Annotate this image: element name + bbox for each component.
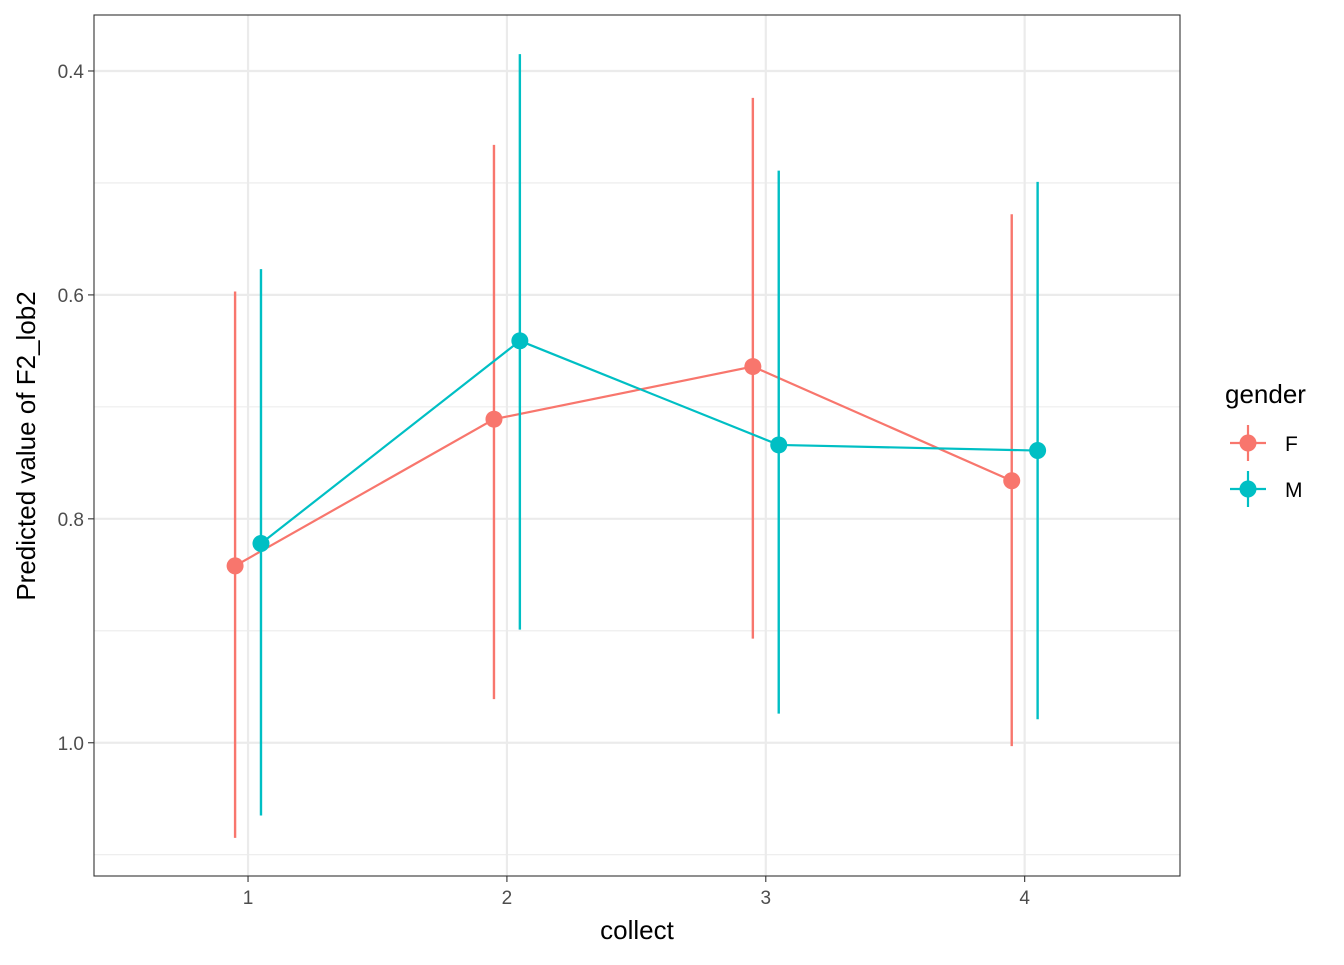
x-tick-label: 4: [1019, 888, 1030, 909]
data-point-F: [226, 557, 244, 575]
y-tick-label: 0.4: [58, 62, 85, 83]
series-line-M: [260, 339, 1038, 545]
data-point-M: [770, 436, 788, 454]
marks: [226, 54, 1047, 838]
series-line-F: [234, 365, 1013, 567]
x-tick-label: 3: [761, 888, 772, 909]
data-point-F: [1003, 472, 1021, 490]
legend-title: gender: [1225, 379, 1306, 409]
x-tick-label: 2: [502, 888, 513, 909]
data-point-M: [511, 332, 529, 350]
legend-key-point-F: [1239, 434, 1257, 452]
data-point-F: [485, 410, 503, 428]
y-tick-label: 1.0: [58, 734, 84, 755]
data-point-M: [252, 534, 270, 552]
axes: 0.4 0.6 0.8 1.0 1 2 3 4: [58, 62, 1031, 909]
legend: gender FM: [1225, 379, 1306, 507]
data-point-F: [744, 358, 762, 376]
legend-key-point-M: [1239, 480, 1257, 498]
y-axis-label: Predicted value of F2_lob2: [11, 291, 41, 600]
y-tick-label: 0.8: [58, 510, 84, 531]
legend-label-M: M: [1285, 479, 1303, 502]
legend-label-F: F: [1285, 433, 1298, 456]
data-point-M: [1029, 442, 1047, 460]
grid: [94, 15, 1180, 876]
panel-background: [94, 15, 1180, 876]
y-tick-label: 0.6: [58, 286, 84, 307]
panel-border: [93, 14, 1181, 877]
x-tick-label: 1: [243, 888, 254, 909]
x-axis-label: collect: [600, 915, 674, 945]
